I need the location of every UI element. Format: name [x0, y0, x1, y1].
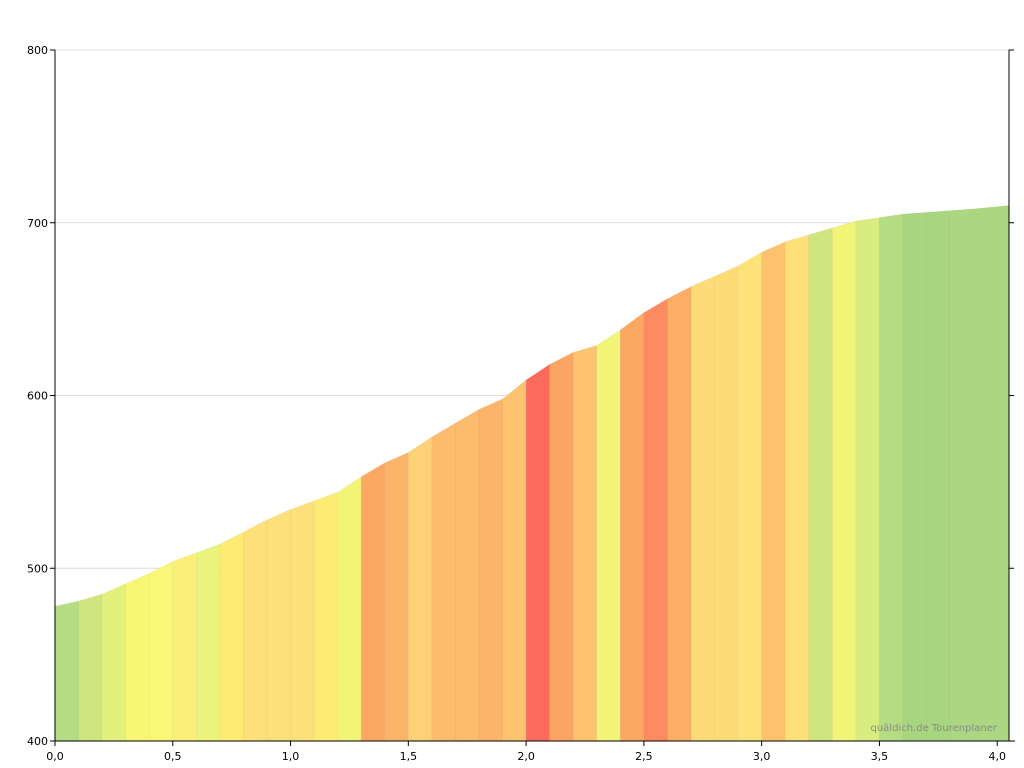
elevation-segment — [761, 241, 786, 742]
x-tick-label: 4,0 — [988, 750, 1006, 763]
elevation-segment — [54, 600, 79, 742]
elevation-segment — [667, 286, 692, 742]
elevation-segment — [78, 593, 103, 742]
elevation-segment — [125, 573, 150, 742]
y-tick-label: 800 — [27, 44, 48, 57]
elevation-segment — [219, 531, 244, 742]
y-tick-label: 400 — [27, 735, 48, 748]
y-tick-label: 500 — [27, 562, 48, 575]
elevation-segment — [502, 379, 527, 742]
y-axis-ticks: 400 500 600 700 800 — [27, 44, 1014, 748]
y-tick-label: 600 — [27, 390, 48, 403]
elevation-segment — [902, 212, 927, 742]
elevation-segment — [384, 452, 409, 742]
x-tick-label: 1,0 — [282, 750, 300, 763]
credit-text: quäldich.de Tourenplaner — [870, 723, 997, 734]
elevation-segment — [714, 265, 739, 742]
elevation-segment — [455, 408, 480, 742]
elevation-segment — [973, 205, 1010, 742]
x-tick-label: 2,0 — [517, 750, 535, 763]
elevation-segment — [549, 351, 574, 742]
elevation-segment — [266, 509, 291, 742]
elevation-segment — [784, 234, 810, 742]
elevation-segment — [290, 500, 315, 742]
x-tick-label: 2,5 — [635, 750, 653, 763]
elevation-segment — [949, 208, 974, 742]
elevation-segment — [832, 220, 857, 742]
elevation-segment — [431, 422, 456, 742]
x-axis-ticks: 0,0 0,5 1,0 1,5 2,0 2,5 3,0 3,5 4,0 — [46, 741, 1006, 763]
elevation-segment — [360, 462, 386, 742]
elevation-segment — [525, 363, 550, 742]
elevation-segment — [408, 436, 433, 742]
x-tick-label: 3,0 — [753, 750, 771, 763]
elevation-segment — [101, 583, 126, 742]
elevation-segment — [737, 251, 762, 742]
elevation-segment — [808, 227, 833, 742]
gradient-segments — [54, 205, 1010, 742]
elevation-segment — [596, 329, 621, 742]
elevation-segment — [148, 560, 174, 742]
elevation-segment — [313, 491, 338, 742]
x-tick-label: 0,5 — [164, 750, 182, 763]
elevation-segment — [855, 217, 880, 742]
elevation-segment — [879, 213, 904, 742]
elevation-segment — [572, 345, 598, 742]
y-tick-label: 700 — [27, 217, 48, 230]
elevation-segment — [620, 312, 645, 742]
elevation-segment — [337, 476, 362, 742]
elevation-segment — [643, 298, 668, 742]
elevation-segment — [690, 275, 715, 742]
elevation-segment — [196, 543, 221, 742]
elevation-segment — [926, 210, 951, 742]
x-tick-label: 3,5 — [871, 750, 889, 763]
elevation-segment — [478, 398, 503, 742]
x-tick-label: 0,0 — [46, 750, 64, 763]
elevation-segment — [172, 552, 197, 742]
x-tick-label: 1,5 — [400, 750, 418, 763]
elevation-segment — [243, 519, 268, 742]
